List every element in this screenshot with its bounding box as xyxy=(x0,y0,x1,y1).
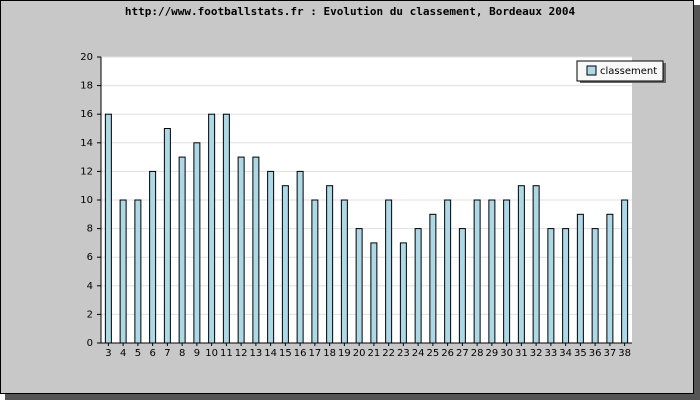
x-tick-label: 37 xyxy=(604,348,617,359)
bar xyxy=(429,213,437,344)
x-tick-label: 26 xyxy=(441,348,454,359)
bar xyxy=(119,199,127,344)
y-tick-label: 18 xyxy=(80,81,93,92)
x-tick-label: 19 xyxy=(338,348,351,359)
y-tick-label: 8 xyxy=(87,224,93,235)
legend-swatch xyxy=(586,65,597,76)
x-tick-label: 6 xyxy=(149,348,155,359)
bar xyxy=(562,228,570,344)
x-tick-label: 23 xyxy=(397,348,410,359)
x-tick-label: 4 xyxy=(120,348,126,359)
bar xyxy=(399,242,407,344)
bar xyxy=(311,199,319,344)
bar xyxy=(193,142,201,344)
y-tick-label: 4 xyxy=(87,281,93,292)
bar xyxy=(576,213,584,344)
y-tick-label: 20 xyxy=(80,52,93,63)
bar xyxy=(252,156,260,344)
x-tick-label: 15 xyxy=(279,348,292,359)
x-tick-label: 9 xyxy=(194,348,200,359)
bar xyxy=(517,185,525,344)
x-tick-label: 31 xyxy=(515,348,528,359)
x-tick-label: 3 xyxy=(105,348,111,359)
bar xyxy=(178,156,186,344)
bar xyxy=(488,199,496,344)
y-tick-label: 2 xyxy=(87,309,93,320)
bar xyxy=(414,228,422,344)
x-tick-label: 21 xyxy=(368,348,381,359)
bar xyxy=(163,128,171,344)
x-tick-label: 34 xyxy=(559,348,572,359)
bar xyxy=(237,156,245,344)
x-tick-label: 7 xyxy=(164,348,170,359)
x-tick-label: 28 xyxy=(471,348,484,359)
legend-box xyxy=(576,60,664,82)
x-tick-label: 20 xyxy=(353,348,366,359)
y-tick-label: 0 xyxy=(87,338,93,349)
bar xyxy=(532,185,540,344)
y-tick-label: 6 xyxy=(87,252,93,263)
x-tick-label: 11 xyxy=(220,348,233,359)
y-tick-label: 14 xyxy=(80,138,93,149)
x-tick-label: 14 xyxy=(264,348,277,359)
x-tick-label: 10 xyxy=(205,348,218,359)
bar xyxy=(208,113,216,344)
x-tick-label: 30 xyxy=(500,348,513,359)
x-tick-label: 5 xyxy=(135,348,141,359)
bar xyxy=(547,228,555,344)
bar xyxy=(591,228,599,344)
x-tick-label: 12 xyxy=(235,348,248,359)
bar xyxy=(621,199,629,344)
bar xyxy=(134,199,142,344)
bar xyxy=(370,242,378,344)
x-tick-label: 18 xyxy=(323,348,336,359)
x-tick-label: 22 xyxy=(382,348,395,359)
x-tick-label: 35 xyxy=(574,348,587,359)
bar xyxy=(444,199,452,344)
x-tick-label: 17 xyxy=(309,348,322,359)
bar xyxy=(458,228,466,344)
x-tick-label: 27 xyxy=(456,348,469,359)
bar xyxy=(267,170,275,344)
bar xyxy=(606,213,614,344)
bar xyxy=(281,185,289,344)
bar xyxy=(385,199,393,344)
bar xyxy=(149,170,157,344)
bar xyxy=(104,113,112,344)
bar xyxy=(326,185,334,344)
x-tick-label: 36 xyxy=(589,348,602,359)
x-tick-label: 24 xyxy=(412,348,425,359)
y-tick-label: 10 xyxy=(80,195,93,206)
bar xyxy=(222,113,230,344)
x-tick-label: 38 xyxy=(618,348,631,359)
x-tick-label: 16 xyxy=(294,348,307,359)
x-tick-label: 33 xyxy=(545,348,558,359)
bar xyxy=(473,199,481,344)
legend-label: classement xyxy=(600,66,657,77)
x-tick-label: 29 xyxy=(486,348,499,359)
y-tick-label: 12 xyxy=(80,166,93,177)
bar xyxy=(340,199,348,344)
x-tick-label: 13 xyxy=(250,348,263,359)
bar xyxy=(296,170,304,344)
chart-title: http://www.footballstats.fr : Evolution … xyxy=(125,5,576,18)
bar xyxy=(503,199,511,344)
bar xyxy=(355,228,363,344)
x-tick-label: 32 xyxy=(530,348,543,359)
y-tick-label: 16 xyxy=(80,109,93,120)
x-tick-label: 8 xyxy=(179,348,185,359)
x-tick-label: 25 xyxy=(427,348,440,359)
